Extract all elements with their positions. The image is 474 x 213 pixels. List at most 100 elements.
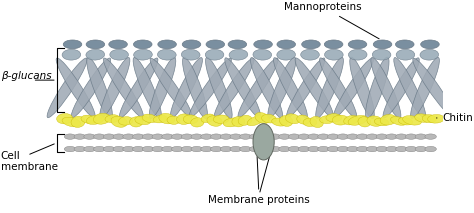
Ellipse shape [374, 118, 389, 126]
Ellipse shape [182, 49, 200, 60]
Ellipse shape [118, 117, 133, 125]
Ellipse shape [422, 115, 437, 123]
Circle shape [113, 134, 125, 139]
Circle shape [259, 134, 271, 139]
Circle shape [366, 146, 378, 152]
Ellipse shape [334, 58, 374, 118]
Ellipse shape [86, 49, 105, 60]
Ellipse shape [110, 49, 128, 60]
Ellipse shape [255, 112, 270, 124]
Ellipse shape [182, 57, 208, 119]
Circle shape [64, 146, 76, 152]
Ellipse shape [398, 118, 413, 125]
Circle shape [123, 134, 134, 139]
Circle shape [220, 134, 232, 139]
Circle shape [63, 40, 82, 49]
Circle shape [162, 134, 173, 139]
Ellipse shape [119, 58, 158, 118]
Circle shape [279, 146, 290, 152]
Text: Cell
membrane: Cell membrane [0, 151, 58, 172]
Ellipse shape [273, 58, 307, 118]
Circle shape [301, 40, 320, 49]
Ellipse shape [402, 116, 422, 125]
Circle shape [228, 40, 246, 49]
Ellipse shape [297, 115, 310, 124]
Ellipse shape [47, 58, 87, 118]
Ellipse shape [142, 114, 157, 123]
Ellipse shape [159, 113, 175, 124]
Ellipse shape [286, 58, 325, 118]
Ellipse shape [100, 58, 130, 118]
Circle shape [415, 146, 427, 152]
Circle shape [425, 146, 437, 152]
Ellipse shape [303, 118, 317, 127]
Circle shape [386, 134, 397, 139]
Ellipse shape [344, 115, 358, 125]
Ellipse shape [277, 49, 295, 60]
Ellipse shape [325, 49, 343, 60]
Circle shape [109, 40, 128, 49]
Ellipse shape [285, 114, 301, 124]
Ellipse shape [394, 58, 426, 118]
Ellipse shape [214, 58, 254, 118]
Circle shape [298, 134, 310, 139]
Ellipse shape [86, 115, 104, 124]
Ellipse shape [358, 117, 371, 127]
Ellipse shape [111, 116, 128, 127]
Circle shape [373, 40, 392, 49]
Ellipse shape [262, 114, 276, 123]
Circle shape [201, 146, 212, 152]
Circle shape [347, 134, 358, 139]
Circle shape [64, 134, 76, 139]
Ellipse shape [56, 114, 73, 124]
Circle shape [277, 40, 295, 49]
Circle shape [396, 134, 407, 139]
Ellipse shape [205, 49, 224, 60]
Circle shape [123, 146, 134, 152]
Circle shape [240, 134, 251, 139]
Ellipse shape [225, 58, 261, 118]
Ellipse shape [71, 116, 85, 127]
Ellipse shape [428, 115, 444, 123]
Circle shape [396, 146, 407, 152]
Circle shape [298, 146, 310, 152]
Ellipse shape [319, 58, 357, 118]
Circle shape [386, 146, 397, 152]
Ellipse shape [396, 49, 415, 60]
Ellipse shape [348, 49, 367, 60]
Circle shape [318, 146, 329, 152]
Ellipse shape [232, 117, 245, 127]
Ellipse shape [365, 57, 389, 119]
Circle shape [191, 134, 202, 139]
Circle shape [249, 146, 261, 152]
Circle shape [254, 40, 273, 49]
Circle shape [376, 146, 388, 152]
Circle shape [181, 146, 193, 152]
Circle shape [181, 134, 193, 139]
Ellipse shape [153, 115, 167, 123]
Ellipse shape [177, 114, 191, 124]
Ellipse shape [56, 58, 95, 118]
Ellipse shape [213, 115, 229, 124]
Circle shape [425, 134, 437, 139]
Circle shape [249, 134, 261, 139]
Circle shape [93, 146, 105, 152]
Ellipse shape [391, 117, 407, 125]
Circle shape [308, 146, 319, 152]
Circle shape [210, 146, 222, 152]
Circle shape [152, 146, 164, 152]
Ellipse shape [372, 49, 391, 60]
Circle shape [415, 134, 427, 139]
Circle shape [366, 134, 378, 139]
Circle shape [328, 134, 339, 139]
Ellipse shape [238, 115, 252, 125]
Ellipse shape [367, 116, 383, 126]
Ellipse shape [348, 115, 367, 125]
Ellipse shape [206, 57, 232, 118]
Ellipse shape [135, 116, 151, 125]
Circle shape [259, 146, 271, 152]
Circle shape [206, 40, 225, 49]
Ellipse shape [280, 116, 293, 127]
Circle shape [279, 134, 290, 139]
Ellipse shape [167, 116, 180, 124]
